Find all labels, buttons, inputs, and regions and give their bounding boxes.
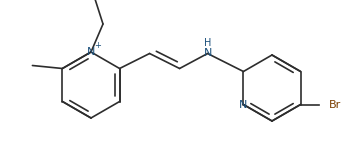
Text: N: N — [203, 48, 212, 58]
Text: N: N — [239, 100, 248, 109]
Text: +: + — [94, 40, 101, 50]
Text: H: H — [204, 37, 211, 48]
Text: N: N — [87, 47, 95, 57]
Text: Br: Br — [329, 100, 341, 109]
